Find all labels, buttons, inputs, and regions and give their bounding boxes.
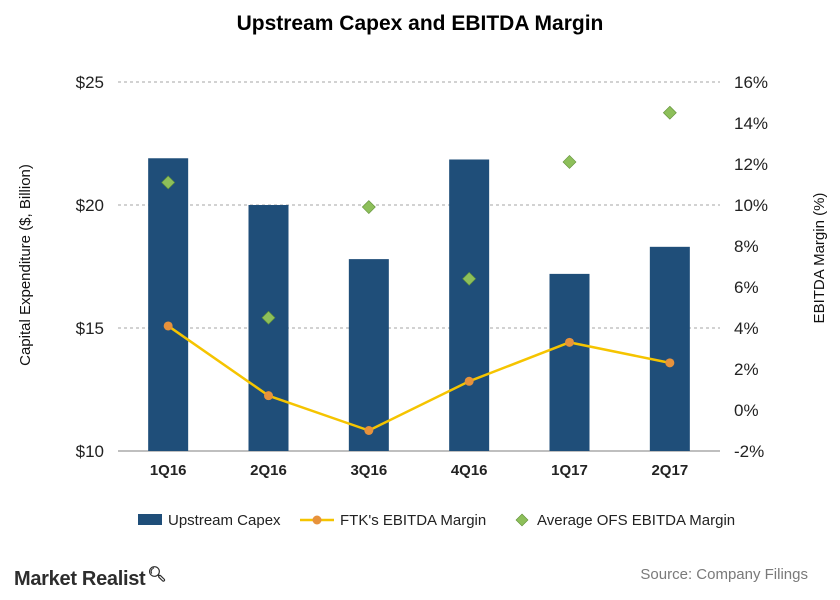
left-tick-label: $20 [76, 196, 104, 215]
left-tick-label: $25 [76, 73, 104, 92]
ofs-ebitda-point [261, 310, 276, 325]
ofs-ebitda-point [361, 200, 376, 214]
chart-title: Upstream Capex and EBITDA Margin [237, 12, 604, 35]
category-label: 4Q16 [451, 462, 488, 479]
legend-label-ftk-ebitda: FTK's EBITDA Margin [340, 512, 486, 529]
right-tick-label: 0% [734, 401, 759, 420]
magnifier-icon: 🔍︎ [147, 566, 167, 583]
category-label: 3Q16 [350, 462, 387, 479]
ftk-ebitda-point [364, 426, 374, 435]
ftk-ebitda-point [565, 337, 574, 347]
right-tick-label: 2% [734, 360, 759, 379]
line-series [163, 321, 675, 435]
legend-label-upstream-capex: Upstream Capex [168, 512, 281, 529]
left-axis-label: Capital Expenditure ($, Billion) [17, 164, 34, 366]
right-tick-label: -2% [734, 442, 764, 461]
right-tick-label: 6% [734, 278, 759, 297]
ftk-ebitda-point [163, 321, 173, 331]
brand-logo: Market Realist 🔍︎ [14, 565, 166, 591]
category-label: 1Q17 [551, 462, 588, 479]
ftk-ebitda-point [665, 358, 675, 368]
left-tick-label: $15 [76, 319, 104, 338]
bar-series [148, 158, 690, 452]
right-tick-label: 12% [734, 155, 768, 174]
legend-label-ofs-ebitda: Average OFS EBITDA Margin [537, 512, 735, 529]
brand-name: Market Realist [14, 568, 146, 590]
ofs-ebitda-point [161, 175, 176, 190]
category-label: 1Q16 [150, 462, 187, 479]
category-label: 2Q16 [250, 462, 287, 479]
legend-swatch-ofs-diamond [515, 513, 529, 527]
source-note: Source: Company Filings [640, 566, 808, 583]
right-tick-label: 4% [734, 319, 759, 338]
right-tick-label: 10% [734, 196, 768, 215]
legend: Upstream Capex FTK's EBITDA Margin Avera… [138, 512, 735, 529]
bar-upstream-capex [649, 246, 690, 451]
legend-swatch-upstream-capex [138, 514, 162, 525]
ofs-ebitda-point [662, 105, 677, 120]
left-tick-label: $10 [76, 442, 104, 461]
right-tick-label: 14% [734, 114, 768, 133]
bar-upstream-capex [148, 158, 189, 451]
ftk-ebitda-point [464, 376, 474, 386]
ftk-ebitda-point [264, 391, 273, 401]
category-axis: 1Q16 2Q16 3Q16 4Q16 1Q17 2Q17 [150, 462, 688, 479]
ftk-ebitda-line [167, 324, 671, 432]
right-axis-label: EBITDA Margin (%) [811, 193, 828, 324]
category-label: 2Q17 [651, 462, 688, 479]
right-axis-ticks: -2% 0% 2% 4% 6% 8% 10% 12% 14% 16% [734, 73, 768, 461]
left-axis-ticks: $10 $15 $20 $25 [76, 73, 104, 461]
right-tick-label: 8% [734, 237, 759, 256]
bar-upstream-capex [348, 259, 389, 451]
bar-upstream-capex [449, 159, 490, 452]
gridlines [118, 81, 720, 452]
legend-swatch-ftk-marker [312, 515, 322, 525]
ofs-ebitda-point [562, 155, 577, 169]
right-tick-label: 16% [734, 73, 768, 92]
bar-upstream-capex [248, 205, 289, 451]
ofs-ebitda-point [462, 271, 477, 286]
scatter-series [161, 105, 677, 325]
bar-upstream-capex [549, 273, 590, 451]
